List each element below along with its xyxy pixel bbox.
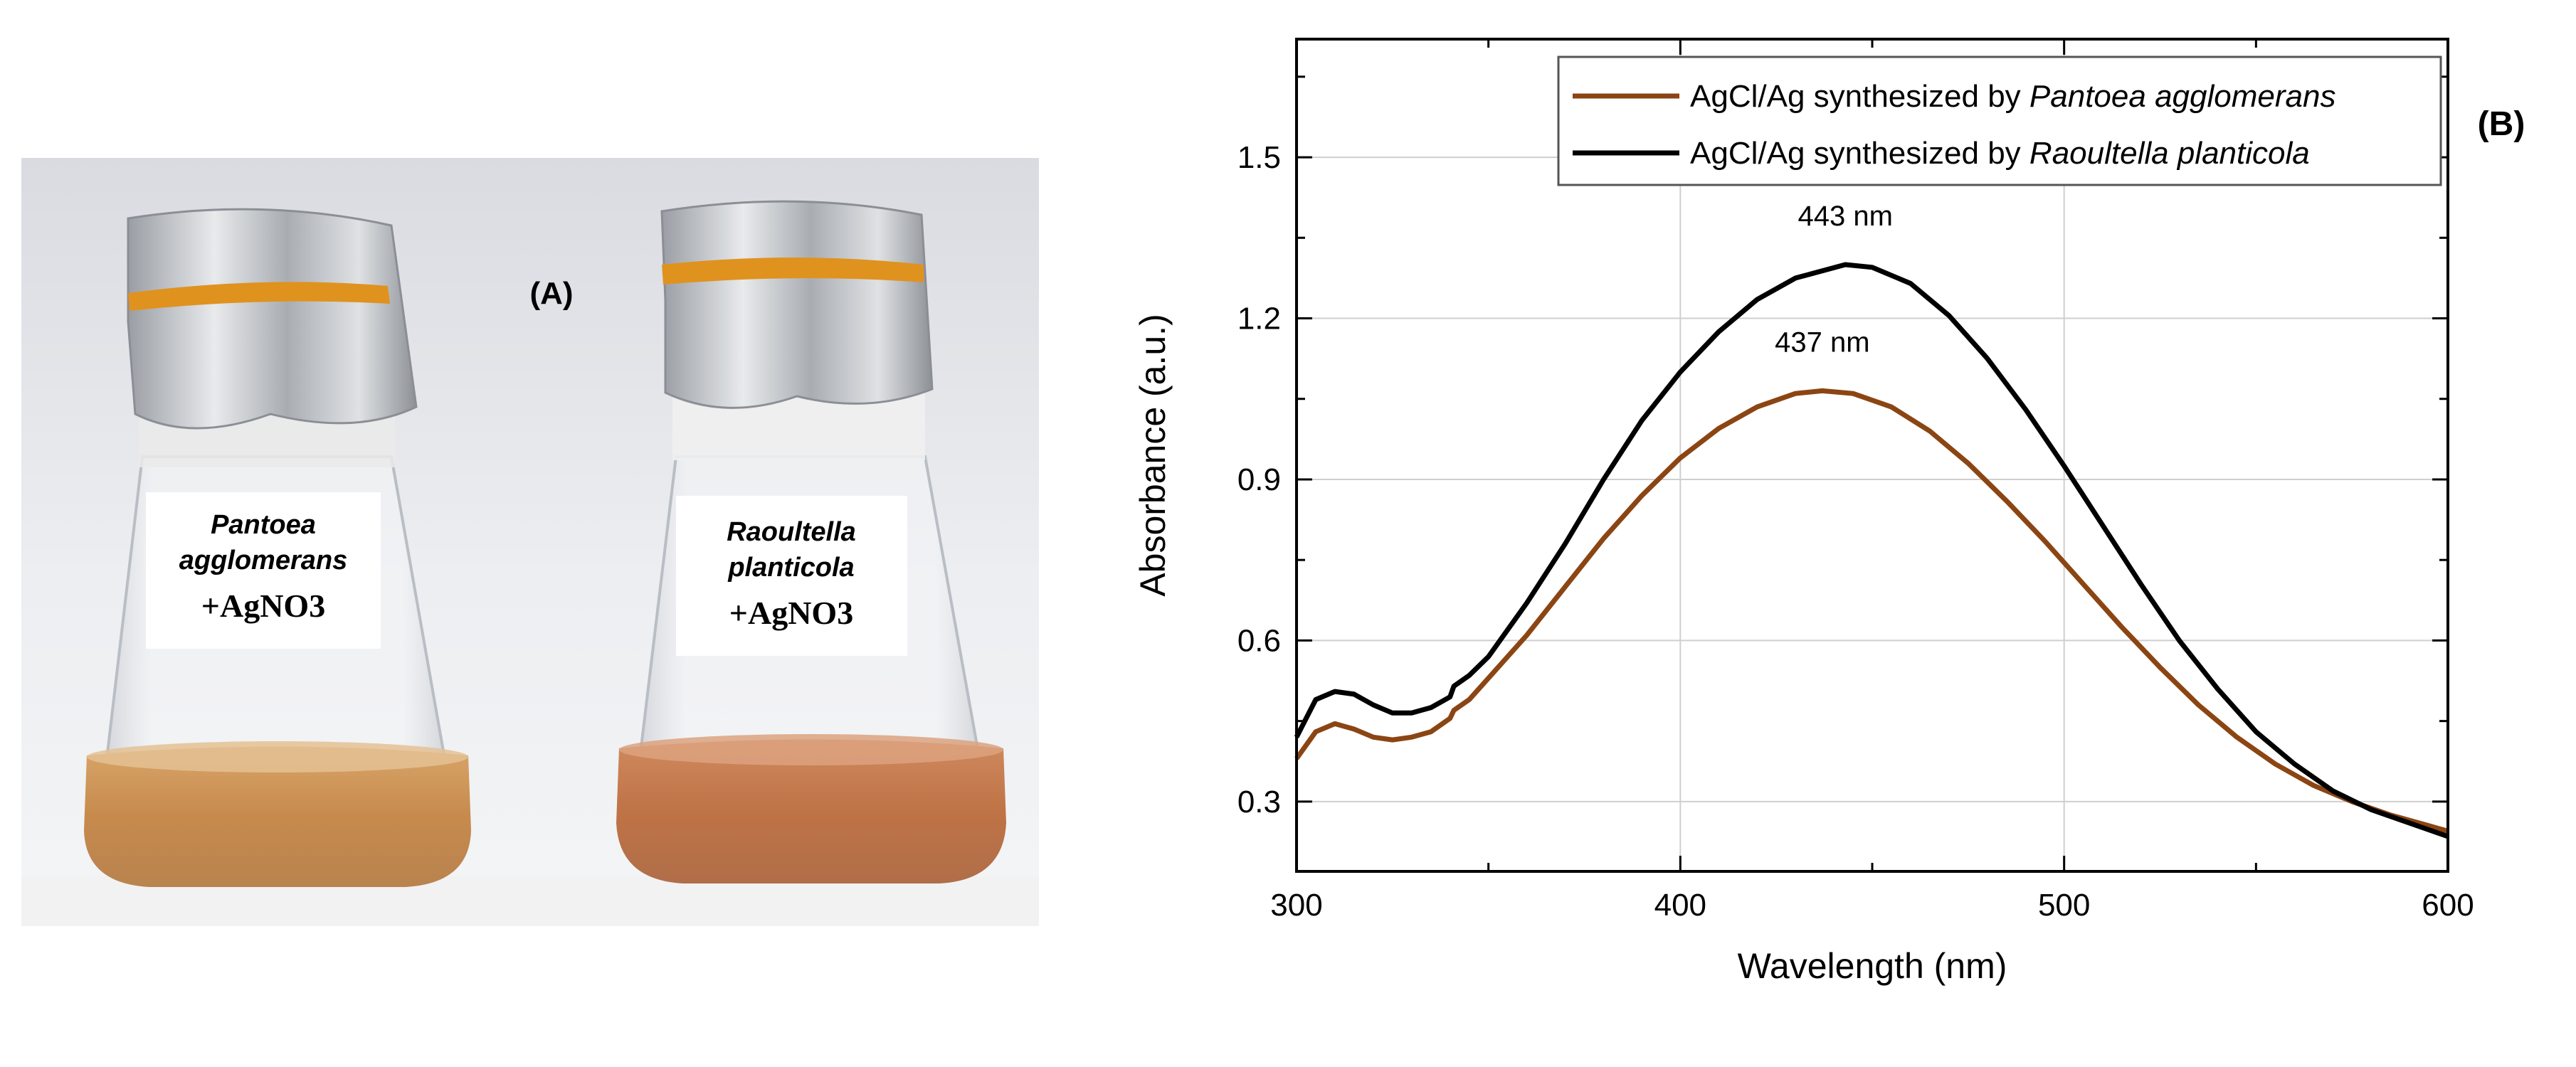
flask-left-liquid (84, 746, 471, 887)
peak-label-2: 443 nm (1798, 201, 1893, 232)
foil-cap-left (127, 208, 418, 430)
flask-photo-panel: Pantoea agglomerans +AgNO3 Raoultella pl… (21, 158, 1039, 926)
legend-entry-prefix: AgCl/Ag synthesized by (1690, 79, 2029, 114)
series-line-2 (1294, 262, 2449, 839)
y-tick-label: 1.2 (1237, 302, 1281, 336)
y-tick-label: 0.3 (1237, 785, 1281, 819)
flask-left-label (146, 492, 381, 649)
x-axis-title: Wavelength (nm) (1738, 946, 2007, 986)
x-tick-label: 500 (2038, 888, 2090, 923)
y-axis-title: Absorbance (a.u.) (1133, 314, 1173, 596)
panel-b-label: (B) (2478, 105, 2525, 143)
y-tick-label: 0.9 (1237, 462, 1281, 497)
foil-cap-right (660, 200, 934, 409)
flask-left-species-1: Pantoea (211, 510, 316, 540)
rubber-band-left (128, 282, 390, 311)
legend-entry-species: Raoultella planticola (2029, 136, 2310, 171)
panel-a-label: (A) (529, 276, 573, 311)
flask-right-liquid (616, 739, 1006, 883)
legend-box (1557, 55, 2442, 186)
absorbance-chart-panel: AgCl/Ag synthesized by Pantoea agglomera… (1053, 14, 2569, 1060)
flask-right-label (676, 496, 907, 656)
legend-entry-2: AgCl/Ag synthesized by Raoultella planti… (1690, 136, 2310, 171)
y-tick-label: 0.6 (1237, 623, 1281, 658)
flask-right-reagent: +AgNO3 (729, 595, 853, 631)
rubber-band-right (662, 258, 924, 285)
absorbance-chart: AgCl/Ag synthesized by Pantoea agglomera… (1133, 38, 2525, 986)
flask-right-species-2: planticola (727, 553, 854, 583)
x-tick-label: 400 (1654, 888, 1706, 923)
flask-left-reagent: +AgNO3 (201, 588, 325, 624)
chart-legend: AgCl/Ag synthesized by Pantoea agglomera… (1557, 55, 2442, 186)
chart-series (1294, 262, 2449, 839)
flask-left: Pantoea agglomerans +AgNO3 (84, 208, 471, 887)
flask-right-species-1: Raoultella (727, 517, 856, 547)
x-tick-label: 300 (1270, 888, 1322, 923)
peak-label-1: 437 nm (1775, 327, 1869, 358)
x-tick-label: 600 (2422, 888, 2474, 923)
chart-ticks (1295, 39, 2449, 871)
flask-right: Raoultella planticola +AgNO3 (616, 200, 1006, 883)
flask-left-species-2: agglomerans (179, 546, 348, 575)
legend-entry-1: AgCl/Ag synthesized by Pantoea agglomera… (1690, 79, 2335, 114)
legend-entry-prefix: AgCl/Ag synthesized by (1690, 136, 2029, 171)
chart-labels: 300 400 500 600 0.3 0.6 0.9 1.2 1.5 Wavelength (n… (1133, 105, 2525, 986)
legend-entry-species: Pantoea agglomerans (2029, 79, 2336, 114)
y-tick-label: 1.5 (1237, 140, 1281, 175)
series-line-1 (1294, 388, 2449, 834)
flask-photo: Pantoea agglomerans +AgNO3 Raoultella pl… (21, 158, 1039, 926)
